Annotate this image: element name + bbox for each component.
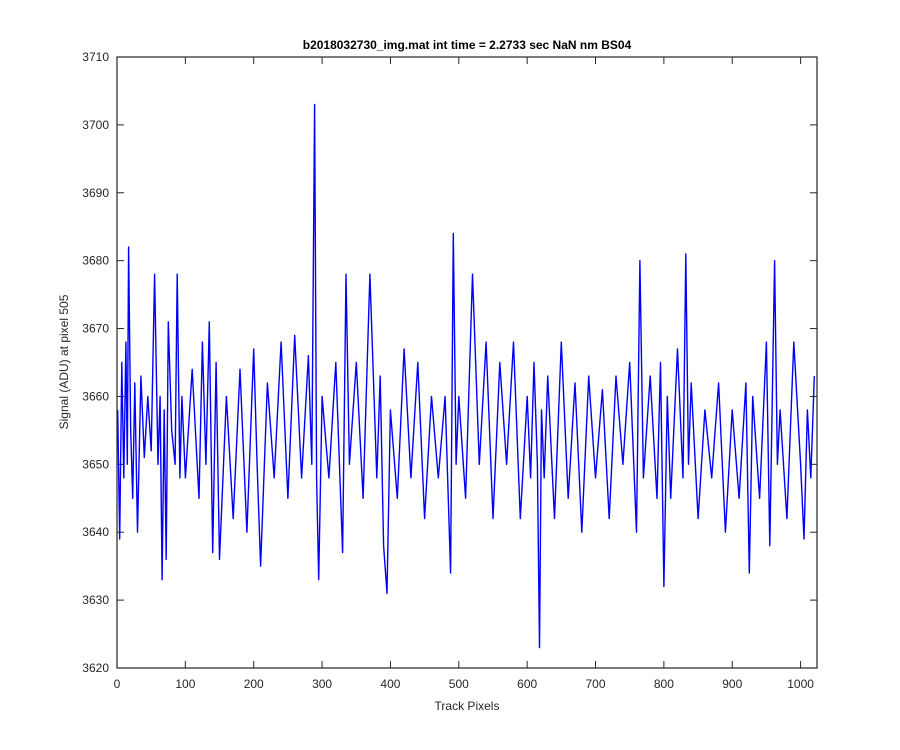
x-tick-label: 500 xyxy=(449,677,469,691)
x-axis-label: Track Pixels xyxy=(435,699,500,713)
y-axis-label: Signal (ADU) at pixel 505 xyxy=(57,294,71,429)
y-tick-label: 3670 xyxy=(82,322,109,336)
x-tick-label: 1000 xyxy=(787,677,814,691)
y-axis-ticks: 3620 3630 3640 3650 3660 3670 3680 3690 3700 3710 xyxy=(82,50,817,675)
plot-background xyxy=(117,57,817,668)
y-tick-label: 3680 xyxy=(82,254,109,268)
x-tick-label: 0 xyxy=(114,677,121,691)
x-tick-label: 200 xyxy=(244,677,264,691)
y-tick-label: 3650 xyxy=(82,457,109,471)
y-tick-label: 3620 xyxy=(82,661,109,675)
x-tick-label: 100 xyxy=(175,677,195,691)
x-tick-label: 600 xyxy=(517,677,537,691)
y-tick-label: 3690 xyxy=(82,186,109,200)
x-tick-label: 400 xyxy=(380,677,400,691)
x-tick-label: 900 xyxy=(722,677,742,691)
y-tick-label: 3660 xyxy=(82,389,109,403)
y-tick-label: 3640 xyxy=(82,525,109,539)
signal-series-line xyxy=(117,103,815,649)
x-tick-label: 300 xyxy=(312,677,332,691)
x-tick-label: 700 xyxy=(586,677,606,691)
x-axis-ticks: 0 100 200 300 400 500 600 700 800 900 1000 xyxy=(114,57,814,691)
y-tick-label: 3710 xyxy=(82,50,109,64)
x-tick-label: 800 xyxy=(654,677,674,691)
y-tick-label: 3700 xyxy=(82,118,109,132)
chart-title: b2018032730_img.mat int time = 2.2733 se… xyxy=(303,38,632,52)
y-tick-label: 3630 xyxy=(82,593,109,607)
plot-frame xyxy=(116,56,818,669)
